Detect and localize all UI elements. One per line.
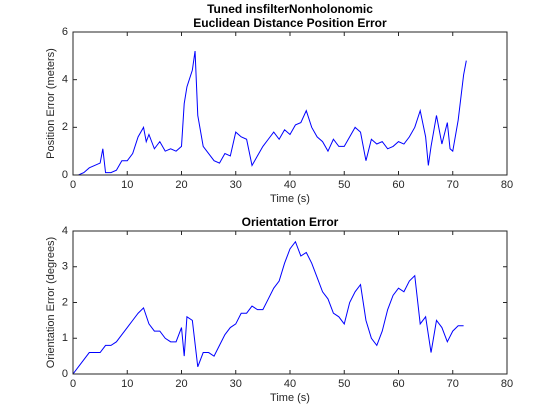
x-axis-label: Time (s) <box>270 392 310 404</box>
x-tick-label: 80 <box>501 179 513 191</box>
x-tick-label: 30 <box>230 179 242 191</box>
x-tick-label: 30 <box>230 378 242 390</box>
x-tick-label: 40 <box>284 179 296 191</box>
x-tick-label: 10 <box>121 378 133 390</box>
axes-box <box>72 31 508 176</box>
x-tick-label: 80 <box>501 378 513 390</box>
y-tick-label: 2 <box>62 296 68 308</box>
y-tick-label: 0 <box>62 169 68 181</box>
y-tick-label: 6 <box>62 26 68 38</box>
y-axis-label: Position Error (meters) <box>45 48 57 159</box>
chart-title: Euclidean Distance Position Error <box>193 16 387 30</box>
data-line <box>72 240 464 375</box>
chart-title: Tuned insfilterNonholonomic <box>207 2 373 16</box>
chart-title: Orientation Error <box>242 215 339 229</box>
x-tick-label: 10 <box>121 179 133 191</box>
y-tick-label: 0 <box>62 368 68 380</box>
x-tick-label: 20 <box>175 378 187 390</box>
x-tick-label: 60 <box>392 378 404 390</box>
x-tick-label: 20 <box>175 179 187 191</box>
axes-background <box>73 231 507 374</box>
x-tick-label: 70 <box>447 179 459 191</box>
y-tick-label: 2 <box>62 121 68 133</box>
y-tick-label: 1 <box>62 332 68 344</box>
x-tick-label: 70 <box>447 378 459 390</box>
x-tick-label: 60 <box>392 179 404 191</box>
x-tick-label: 50 <box>338 378 350 390</box>
x-tick-label: 40 <box>284 378 296 390</box>
y-axis-label: Orientation Error (degrees) <box>45 237 57 368</box>
x-tick-label: 0 <box>70 378 76 390</box>
y-tick-label: 4 <box>62 74 68 86</box>
axes-box <box>72 230 508 375</box>
x-tick-label: 0 <box>70 179 76 191</box>
x-axis-label: Time (s) <box>270 193 310 205</box>
x-tick-label: 50 <box>338 179 350 191</box>
data-line <box>73 50 467 176</box>
axes-background <box>73 32 507 175</box>
y-tick-label: 3 <box>62 261 68 273</box>
y-tick-label: 4 <box>62 225 68 237</box>
